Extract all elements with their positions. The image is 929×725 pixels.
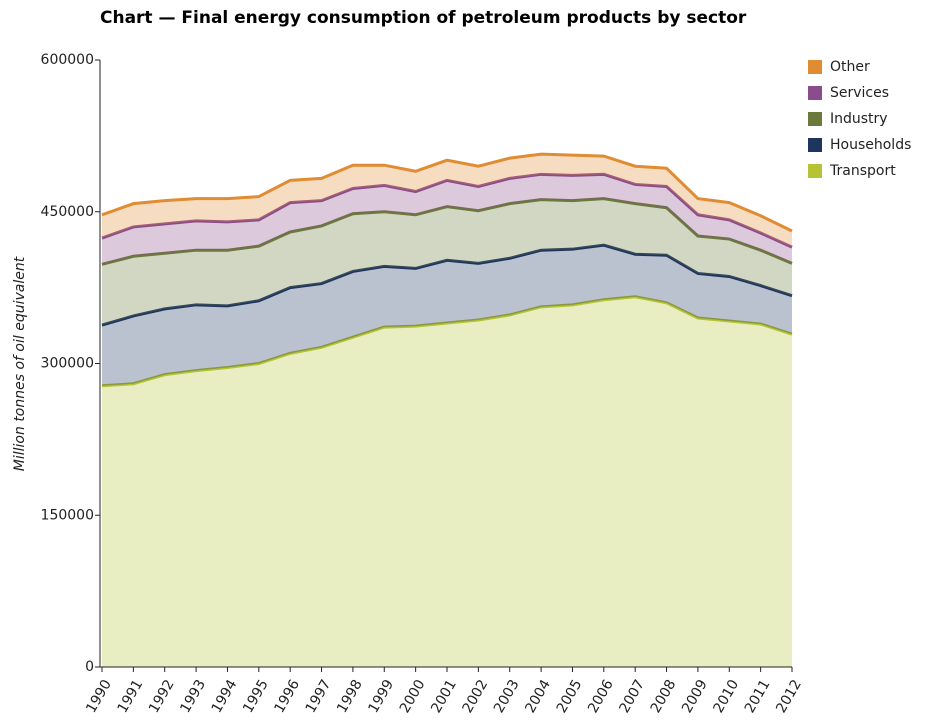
area [102,174,792,265]
area-top-line [101,152,793,233]
x-tick-label: 1997 [303,677,335,716]
x-tick-label: 2000 [397,677,429,716]
x-tick-label: 1990 [83,677,115,716]
x-tick-label: 2005 [554,677,586,716]
x-tick-label: 2007 [616,677,648,716]
area-top-line [101,243,793,327]
legend-label: Households [830,137,911,153]
chart-title: Chart — Final energy consumption of petr… [100,8,747,28]
x-tick-label: 2008 [648,677,680,716]
x-tick-label: 2004 [522,677,554,716]
area [102,198,792,326]
x-tick-label: 2009 [679,677,711,716]
y-axis-label: Million tonnes of oil equivalent [12,256,28,471]
legend-swatch [808,164,822,178]
legend-swatch [808,112,822,126]
y-tick-label: 150000 [41,507,94,523]
x-tick-label: 2006 [585,677,617,716]
x-tick-label: 1995 [240,677,272,716]
x-tick-label: 1998 [334,677,366,716]
legend-swatch [808,86,822,100]
x-tick-label: 1993 [177,677,209,716]
x-tick-label: 2003 [491,677,523,716]
y-tick-label: 0 [85,659,94,675]
x-tick-label: 2010 [711,677,743,716]
x-tick-label: 1996 [271,677,303,716]
area [102,245,792,386]
x-tick-label: 1992 [146,677,178,716]
x-tick-label: 2012 [773,677,805,716]
y-tick-label: 450000 [41,204,94,220]
legend-swatch [808,138,822,152]
area [102,296,792,667]
x-tick-label: 2002 [460,677,492,716]
legend-label: Other [830,59,870,75]
legend-label: Services [830,85,889,101]
legend-label: Industry [830,111,888,127]
y-tick-label: 600000 [41,52,94,68]
y-tick-label: 300000 [41,356,94,372]
legend-label: Transport [829,163,896,179]
legend-swatch [808,60,822,74]
area-top-line [101,172,793,249]
area-top-line [101,197,793,266]
area-top-line [101,295,793,388]
area [102,154,792,248]
x-tick-label: 1999 [366,677,398,716]
x-tick-label: 1991 [115,677,147,716]
x-tick-label: 1994 [209,677,241,716]
x-tick-label: 2001 [428,677,460,716]
x-tick-label: 2011 [742,677,774,716]
